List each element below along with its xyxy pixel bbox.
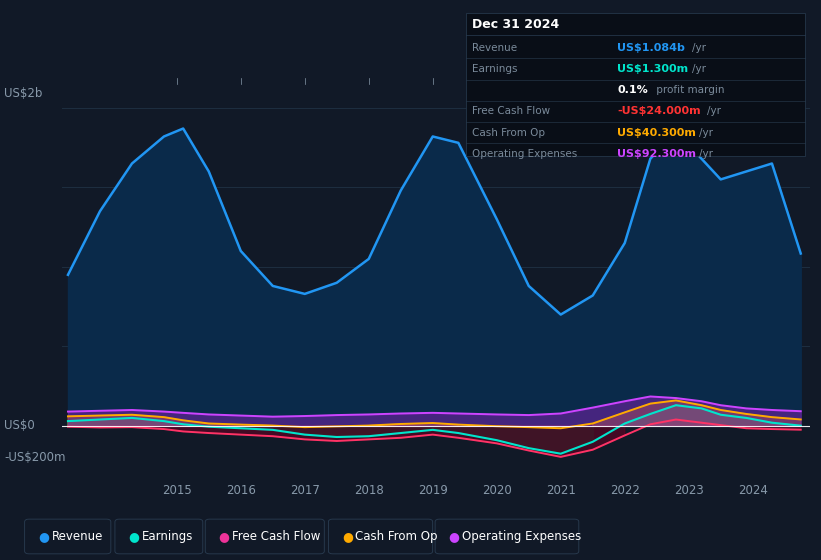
Text: US$0: US$0: [4, 419, 34, 432]
Text: Operating Expenses: Operating Expenses: [462, 530, 581, 543]
Text: Earnings: Earnings: [472, 64, 517, 74]
Text: 2022: 2022: [610, 484, 640, 497]
Text: Revenue: Revenue: [472, 43, 517, 53]
Text: ●: ●: [218, 530, 230, 543]
Text: -US$200m: -US$200m: [4, 451, 66, 464]
Text: ●: ●: [448, 530, 460, 543]
Text: US$2b: US$2b: [4, 87, 43, 100]
Text: ●: ●: [128, 530, 140, 543]
Text: 2017: 2017: [290, 484, 319, 497]
Text: /yr: /yr: [699, 149, 713, 159]
Text: US$92.300m: US$92.300m: [617, 149, 696, 159]
Text: Operating Expenses: Operating Expenses: [472, 149, 577, 159]
Text: Cash From Op: Cash From Op: [472, 128, 545, 138]
Text: US$1.084b: US$1.084b: [617, 43, 686, 53]
Text: 2015: 2015: [162, 484, 191, 497]
Text: US$1.300m: US$1.300m: [617, 64, 689, 74]
Text: 0.1%: 0.1%: [617, 85, 648, 95]
Text: 2019: 2019: [418, 484, 447, 497]
Text: -US$24.000m: -US$24.000m: [617, 106, 701, 116]
Text: Cash From Op: Cash From Op: [355, 530, 438, 543]
Text: /yr: /yr: [692, 64, 706, 74]
Text: 2020: 2020: [482, 484, 511, 497]
Text: profit margin: profit margin: [653, 85, 724, 95]
Text: Free Cash Flow: Free Cash Flow: [232, 530, 321, 543]
Text: /yr: /yr: [708, 106, 722, 116]
Text: 2021: 2021: [546, 484, 576, 497]
Text: Revenue: Revenue: [52, 530, 103, 543]
Text: ●: ●: [38, 530, 49, 543]
Text: /yr: /yr: [692, 43, 706, 53]
Text: ●: ●: [342, 530, 353, 543]
Text: 2018: 2018: [354, 484, 383, 497]
Text: Dec 31 2024: Dec 31 2024: [472, 18, 559, 31]
Text: 2024: 2024: [738, 484, 768, 497]
Text: Earnings: Earnings: [142, 530, 194, 543]
Text: Free Cash Flow: Free Cash Flow: [472, 106, 550, 116]
Text: 2023: 2023: [674, 484, 704, 497]
Text: US$40.300m: US$40.300m: [617, 128, 696, 138]
Text: 2016: 2016: [226, 484, 255, 497]
Text: /yr: /yr: [699, 128, 713, 138]
